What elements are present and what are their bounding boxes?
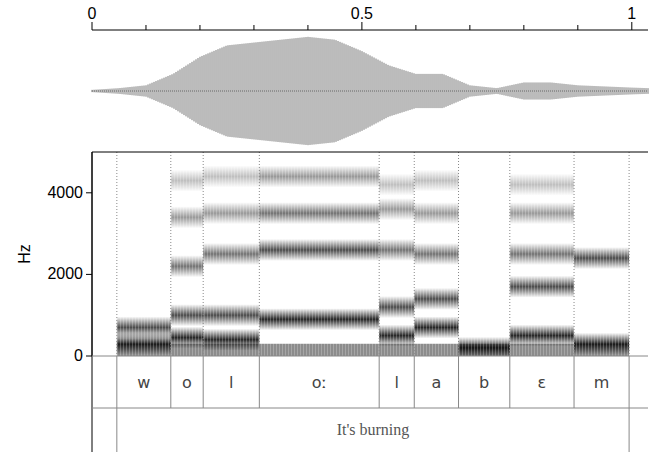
svg-text:ɛ: ɛ <box>538 373 547 392</box>
svg-text:It's burning: It's burning <box>337 421 410 439</box>
svg-text:Hz: Hz <box>16 244 33 264</box>
svg-text:0.5: 0.5 <box>351 5 373 22</box>
svg-text:oː: oː <box>312 373 327 392</box>
svg-text:o: o <box>182 373 192 392</box>
svg-text:l: l <box>229 373 233 392</box>
svg-text:a: a <box>431 373 441 392</box>
svg-text:1: 1 <box>627 5 636 22</box>
svg-text:4000: 4000 <box>47 184 83 201</box>
svg-text:w: w <box>137 373 150 392</box>
svg-text:l: l <box>394 373 398 392</box>
svg-text:0: 0 <box>88 5 97 22</box>
svg-text:b: b <box>479 373 489 392</box>
svg-text:2000: 2000 <box>47 265 83 282</box>
svg-text:m: m <box>594 373 610 392</box>
svg-text:0: 0 <box>74 347 83 364</box>
